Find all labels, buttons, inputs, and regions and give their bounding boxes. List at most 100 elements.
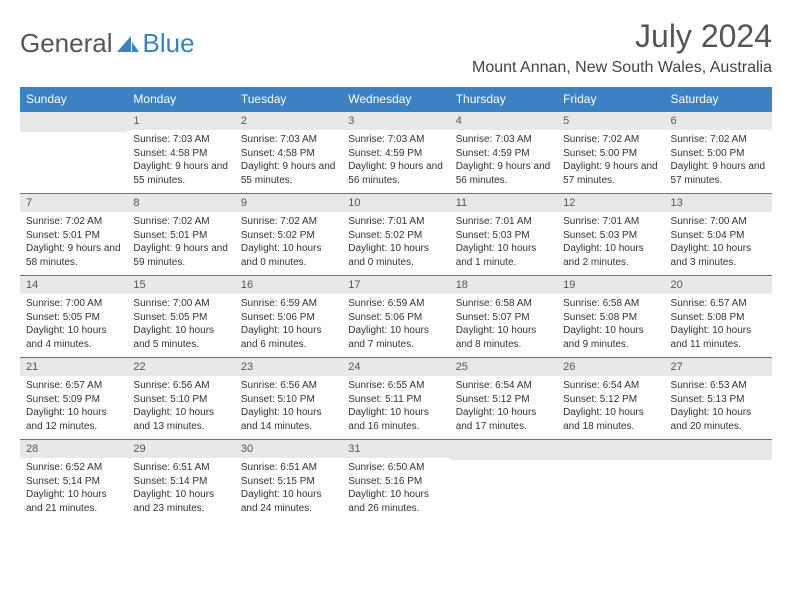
calendar-cell: 1Sunrise: 7:03 AMSunset: 4:58 PMDaylight…: [127, 112, 234, 194]
calendar-cell: 15Sunrise: 7:00 AMSunset: 5:05 PMDayligh…: [127, 276, 234, 358]
calendar-cell: [450, 440, 557, 522]
day-number: 31: [342, 440, 449, 458]
day-number: 13: [665, 194, 772, 212]
day-number: 1: [127, 112, 234, 130]
day-content: Sunrise: 6:57 AMSunset: 5:09 PMDaylight:…: [20, 376, 127, 436]
day-number: 22: [127, 358, 234, 376]
day-content: Sunrise: 7:01 AMSunset: 5:03 PMDaylight:…: [557, 212, 664, 272]
day-content: Sunrise: 6:51 AMSunset: 5:15 PMDaylight:…: [235, 458, 342, 518]
day-content: Sunrise: 6:53 AMSunset: 5:13 PMDaylight:…: [665, 376, 772, 436]
day-content: Sunrise: 6:50 AMSunset: 5:16 PMDaylight:…: [342, 458, 449, 518]
day-content: Sunrise: 6:54 AMSunset: 5:12 PMDaylight:…: [450, 376, 557, 436]
day-number: 15: [127, 276, 234, 294]
calendar-cell: 23Sunrise: 6:56 AMSunset: 5:10 PMDayligh…: [235, 358, 342, 440]
day-number: 8: [127, 194, 234, 212]
calendar-cell: [20, 112, 127, 194]
calendar-cell: 5Sunrise: 7:02 AMSunset: 5:00 PMDaylight…: [557, 112, 664, 194]
calendar-cell: 12Sunrise: 7:01 AMSunset: 5:03 PMDayligh…: [557, 194, 664, 276]
day-content: Sunrise: 7:02 AMSunset: 5:01 PMDaylight:…: [20, 212, 127, 272]
calendar-cell: 28Sunrise: 6:52 AMSunset: 5:14 PMDayligh…: [20, 440, 127, 522]
day-number: 24: [342, 358, 449, 376]
calendar-cell: 29Sunrise: 6:51 AMSunset: 5:14 PMDayligh…: [127, 440, 234, 522]
location-text: Mount Annan, New South Wales, Australia: [472, 59, 772, 77]
day-content: Sunrise: 7:00 AMSunset: 5:04 PMDaylight:…: [665, 212, 772, 272]
day-content: Sunrise: 6:58 AMSunset: 5:07 PMDaylight:…: [450, 294, 557, 354]
day-number: 25: [450, 358, 557, 376]
day-number: 7: [20, 194, 127, 212]
day-content: Sunrise: 7:02 AMSunset: 5:00 PMDaylight:…: [665, 130, 772, 190]
day-number: 21: [20, 358, 127, 376]
day-number: 11: [450, 194, 557, 212]
day-number: 10: [342, 194, 449, 212]
day-number: 3: [342, 112, 449, 130]
day-number: 23: [235, 358, 342, 376]
day-content: Sunrise: 7:01 AMSunset: 5:03 PMDaylight:…: [450, 212, 557, 272]
day-number: 19: [557, 276, 664, 294]
day-content: Sunrise: 6:52 AMSunset: 5:14 PMDaylight:…: [20, 458, 127, 518]
day-content: Sunrise: 7:00 AMSunset: 5:05 PMDaylight:…: [20, 294, 127, 354]
day-content: Sunrise: 7:00 AMSunset: 5:05 PMDaylight:…: [127, 294, 234, 354]
calendar-cell: 18Sunrise: 6:58 AMSunset: 5:07 PMDayligh…: [450, 276, 557, 358]
day-content: Sunrise: 6:56 AMSunset: 5:10 PMDaylight:…: [127, 376, 234, 436]
day-content: Sunrise: 7:02 AMSunset: 5:02 PMDaylight:…: [235, 212, 342, 272]
calendar-cell: 26Sunrise: 6:54 AMSunset: 5:12 PMDayligh…: [557, 358, 664, 440]
day-content: Sunrise: 7:03 AMSunset: 4:58 PMDaylight:…: [127, 130, 234, 190]
calendar-cell: 31Sunrise: 6:50 AMSunset: 5:16 PMDayligh…: [342, 440, 449, 522]
day-content: Sunrise: 6:54 AMSunset: 5:12 PMDaylight:…: [557, 376, 664, 436]
day-content: Sunrise: 7:02 AMSunset: 5:00 PMDaylight:…: [557, 130, 664, 190]
calendar-table: SundayMondayTuesdayWednesdayThursdayFrid…: [20, 87, 772, 522]
weekday-header: Wednesday: [342, 87, 449, 112]
weekday-header: Thursday: [450, 87, 557, 112]
calendar-cell: [557, 440, 664, 522]
weekday-header: Saturday: [665, 87, 772, 112]
calendar-cell: 17Sunrise: 6:59 AMSunset: 5:06 PMDayligh…: [342, 276, 449, 358]
day-number: 26: [557, 358, 664, 376]
calendar-cell: 16Sunrise: 6:59 AMSunset: 5:06 PMDayligh…: [235, 276, 342, 358]
day-content: Sunrise: 7:03 AMSunset: 4:59 PMDaylight:…: [450, 130, 557, 190]
day-number: 9: [235, 194, 342, 212]
calendar-cell: 21Sunrise: 6:57 AMSunset: 5:09 PMDayligh…: [20, 358, 127, 440]
day-content: Sunrise: 7:03 AMSunset: 4:59 PMDaylight:…: [342, 130, 449, 190]
weekday-header: Monday: [127, 87, 234, 112]
calendar-cell: 13Sunrise: 7:00 AMSunset: 5:04 PMDayligh…: [665, 194, 772, 276]
calendar-cell: 6Sunrise: 7:02 AMSunset: 5:00 PMDaylight…: [665, 112, 772, 194]
weekday-header: Tuesday: [235, 87, 342, 112]
weekday-header: Friday: [557, 87, 664, 112]
day-content: Sunrise: 7:03 AMSunset: 4:58 PMDaylight:…: [235, 130, 342, 190]
logo-text-1: General: [20, 28, 113, 59]
calendar-cell: [665, 440, 772, 522]
day-number: 27: [665, 358, 772, 376]
day-number: 28: [20, 440, 127, 458]
day-content: Sunrise: 6:55 AMSunset: 5:11 PMDaylight:…: [342, 376, 449, 436]
day-number: 12: [557, 194, 664, 212]
calendar-cell: 22Sunrise: 6:56 AMSunset: 5:10 PMDayligh…: [127, 358, 234, 440]
day-number: 2: [235, 112, 342, 130]
month-title: July 2024: [472, 18, 772, 55]
calendar-cell: 24Sunrise: 6:55 AMSunset: 5:11 PMDayligh…: [342, 358, 449, 440]
day-content: Sunrise: 7:01 AMSunset: 5:02 PMDaylight:…: [342, 212, 449, 272]
calendar-cell: 7Sunrise: 7:02 AMSunset: 5:01 PMDaylight…: [20, 194, 127, 276]
day-content: Sunrise: 6:56 AMSunset: 5:10 PMDaylight:…: [235, 376, 342, 436]
day-content: Sunrise: 6:57 AMSunset: 5:08 PMDaylight:…: [665, 294, 772, 354]
day-number: 5: [557, 112, 664, 130]
calendar-cell: 10Sunrise: 7:01 AMSunset: 5:02 PMDayligh…: [342, 194, 449, 276]
calendar-cell: 4Sunrise: 7:03 AMSunset: 4:59 PMDaylight…: [450, 112, 557, 194]
day-number: 16: [235, 276, 342, 294]
day-content: Sunrise: 6:58 AMSunset: 5:08 PMDaylight:…: [557, 294, 664, 354]
calendar-cell: 27Sunrise: 6:53 AMSunset: 5:13 PMDayligh…: [665, 358, 772, 440]
calendar-cell: 14Sunrise: 7:00 AMSunset: 5:05 PMDayligh…: [20, 276, 127, 358]
calendar-cell: 25Sunrise: 6:54 AMSunset: 5:12 PMDayligh…: [450, 358, 557, 440]
logo: General Blue: [20, 18, 195, 59]
calendar-cell: 2Sunrise: 7:03 AMSunset: 4:58 PMDaylight…: [235, 112, 342, 194]
day-number: 18: [450, 276, 557, 294]
calendar-cell: 9Sunrise: 7:02 AMSunset: 5:02 PMDaylight…: [235, 194, 342, 276]
calendar-cell: 20Sunrise: 6:57 AMSunset: 5:08 PMDayligh…: [665, 276, 772, 358]
day-number: 4: [450, 112, 557, 130]
calendar-cell: 3Sunrise: 7:03 AMSunset: 4:59 PMDaylight…: [342, 112, 449, 194]
weekday-header: Sunday: [20, 87, 127, 112]
calendar-cell: 11Sunrise: 7:01 AMSunset: 5:03 PMDayligh…: [450, 194, 557, 276]
day-content: Sunrise: 6:59 AMSunset: 5:06 PMDaylight:…: [235, 294, 342, 354]
day-content: Sunrise: 7:02 AMSunset: 5:01 PMDaylight:…: [127, 212, 234, 272]
day-content: Sunrise: 6:51 AMSunset: 5:14 PMDaylight:…: [127, 458, 234, 518]
day-number: 14: [20, 276, 127, 294]
